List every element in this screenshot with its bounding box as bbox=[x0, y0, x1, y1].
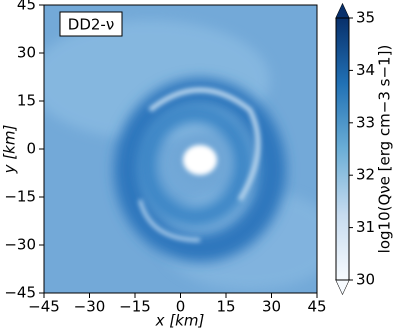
y-tick-label: −30 bbox=[4, 236, 36, 254]
colorbar-label: log10(Qνe [erg cm−3 s−1]) bbox=[376, 45, 394, 254]
x-tick-label: −45 bbox=[28, 298, 60, 316]
heatmap-field bbox=[44, 5, 317, 293]
x-tick-label: −15 bbox=[119, 298, 151, 316]
colorbar-tick-label: 35 bbox=[356, 9, 375, 27]
colorbar-tick-label: 32 bbox=[356, 166, 375, 184]
colorbar-extend-bottom bbox=[336, 280, 349, 294]
colorbar-tick-label: 34 bbox=[356, 61, 375, 79]
x-tick-label: 15 bbox=[216, 298, 235, 316]
colorbar-tick-label: 33 bbox=[356, 113, 375, 131]
y-tick-label: 30 bbox=[17, 44, 36, 62]
y-tick-label: 45 bbox=[17, 0, 36, 14]
y-tick-label: −15 bbox=[4, 188, 36, 206]
x-axis-label: x [km] bbox=[155, 312, 205, 330]
x-tick-label: −30 bbox=[74, 298, 106, 316]
x-tick-label: 45 bbox=[307, 298, 326, 316]
y-tick-label: 15 bbox=[17, 92, 36, 110]
annotation-box bbox=[59, 11, 123, 37]
colorbar-tick-label: 31 bbox=[356, 218, 375, 236]
annotation: DD2-ν bbox=[68, 16, 114, 34]
y-axis-label: y [km] bbox=[1, 125, 19, 175]
colorbar-tick-label: 30 bbox=[356, 271, 375, 289]
y-tick-label: 0 bbox=[26, 140, 36, 158]
x-tick-label: 30 bbox=[262, 298, 281, 316]
colorbar-extend-top bbox=[336, 4, 349, 18]
colorbar bbox=[335, 17, 350, 281]
y-tick-label: −45 bbox=[4, 284, 36, 302]
x-tick-label: 0 bbox=[176, 298, 186, 316]
